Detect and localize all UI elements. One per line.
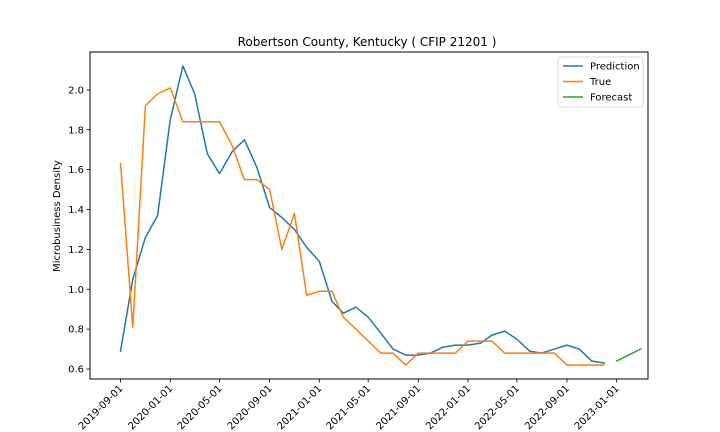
legend-label-true: True: [589, 77, 611, 88]
chart-title: Robertson County, Kentucky ( CFIP 21201 …: [238, 35, 497, 49]
y-tick-label: 1.8: [68, 125, 84, 136]
legend: Prediction True Forecast: [557, 56, 644, 108]
y-axis-label: Microbusiness Density: [52, 160, 63, 272]
y-tick-label: 0.6: [68, 365, 84, 376]
plot-frame: [89, 51, 649, 380]
legend-label-forecast: Forecast: [590, 93, 632, 104]
series-line-prediction: [119, 65, 605, 364]
y-tick-label: 2.0: [68, 85, 84, 96]
y-tick-label: 1.4: [68, 205, 84, 216]
y-tick-label: 0.8: [68, 325, 84, 336]
series-group: [119, 65, 642, 366]
legend-label-prediction: Prediction: [590, 62, 640, 73]
legend-box: [557, 56, 644, 108]
y-axis: 0.6 0.8 1.0 1.2 1.4 1.6 1.8 2.0: [68, 85, 90, 376]
series-line-forecast: [615, 348, 642, 363]
y-tick-label: 1.6: [68, 165, 84, 176]
y-tick-label: 1.0: [68, 285, 84, 296]
y-tick-label: 1.2: [68, 245, 84, 256]
series-line-true: [119, 87, 605, 366]
